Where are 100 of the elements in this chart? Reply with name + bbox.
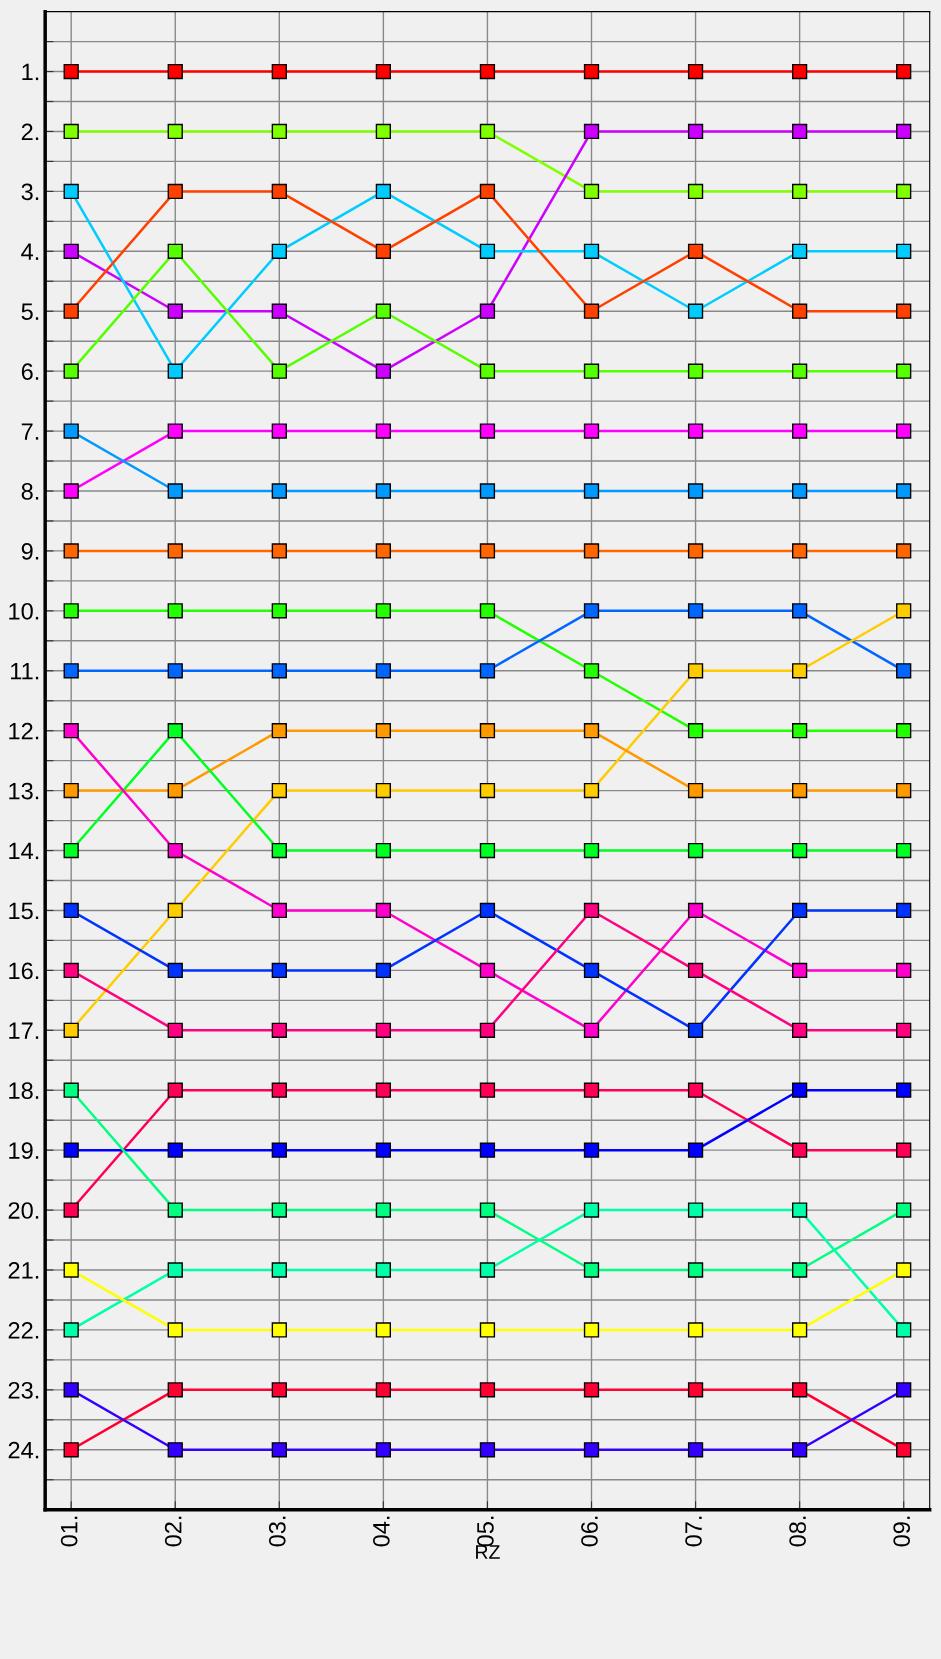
point (63, 363, 79, 379)
point (583, 842, 600, 859)
x-tick-label: 08. (789, 1516, 806, 1547)
point (271, 1262, 287, 1278)
point (791, 1142, 808, 1158)
point (687, 1382, 704, 1398)
y-tick-label: 18. (9, 1082, 39, 1100)
point (63, 842, 79, 859)
point (271, 1442, 287, 1458)
point (896, 902, 912, 919)
point (167, 1202, 183, 1218)
point (687, 1022, 704, 1038)
x-axis-title: RZ (476, 1545, 500, 1559)
point (63, 1382, 79, 1398)
point (63, 303, 79, 319)
point (271, 303, 287, 319)
point (687, 543, 704, 559)
y-tick-label: 4. (21, 243, 39, 260)
point (479, 483, 496, 499)
point (583, 423, 600, 439)
point (63, 1082, 79, 1098)
point (687, 962, 704, 979)
point (479, 1142, 496, 1158)
point (63, 243, 79, 259)
point (167, 1442, 183, 1458)
point (791, 603, 808, 619)
point (583, 1082, 600, 1098)
point (583, 303, 600, 319)
y-tick-label: 13. (9, 782, 39, 800)
point (791, 543, 808, 559)
point (479, 303, 496, 319)
point (375, 483, 392, 499)
point (583, 243, 600, 259)
point (791, 1382, 808, 1398)
point (63, 423, 79, 439)
point (63, 1202, 79, 1218)
point (583, 483, 600, 499)
point (271, 1022, 287, 1038)
point (375, 1322, 392, 1338)
point (583, 1382, 600, 1398)
point (791, 183, 808, 200)
point (167, 1262, 183, 1278)
point (791, 63, 808, 80)
point (167, 1142, 183, 1158)
point (479, 663, 496, 679)
point (896, 423, 912, 439)
point (271, 1202, 287, 1218)
point (583, 363, 600, 379)
point (896, 782, 912, 799)
point (63, 782, 79, 799)
point (479, 1322, 496, 1338)
y-tick-label: 9. (21, 542, 39, 560)
y-tick-label: 11. (11, 663, 39, 680)
point (167, 543, 183, 559)
point (896, 483, 912, 499)
point (375, 782, 392, 799)
point (63, 1322, 79, 1338)
point (167, 723, 183, 739)
point (687, 663, 704, 679)
point (687, 1082, 704, 1098)
point (375, 63, 392, 80)
point (791, 1322, 808, 1338)
point (583, 1142, 600, 1158)
point (896, 123, 912, 140)
point (896, 363, 912, 379)
point (167, 123, 183, 140)
point (583, 782, 600, 799)
point (167, 782, 183, 799)
point (583, 723, 600, 739)
y-tick-label: 7. (21, 423, 39, 440)
point (271, 1322, 287, 1338)
point (271, 363, 287, 379)
point (167, 423, 183, 439)
point (63, 1262, 79, 1278)
point (63, 1142, 79, 1158)
point (687, 63, 704, 80)
point (375, 303, 392, 319)
point (167, 183, 183, 200)
point (791, 842, 808, 859)
point (375, 1082, 392, 1098)
point (791, 1262, 808, 1278)
point (167, 363, 183, 379)
point (479, 603, 496, 619)
point (791, 1202, 808, 1218)
point (271, 543, 287, 559)
x-tick-label: 09. (893, 1516, 911, 1547)
point (687, 1442, 704, 1458)
point (896, 543, 912, 559)
point (63, 123, 79, 140)
point (896, 303, 912, 319)
y-tick-label: 19. (9, 1142, 39, 1159)
y-tick-label: 16. (9, 962, 39, 980)
point (375, 723, 392, 739)
y-tick-label: 6. (21, 363, 39, 380)
y-tick-label: 23. (8, 1381, 39, 1399)
point (167, 1322, 183, 1338)
point (896, 183, 912, 200)
point (375, 1142, 392, 1158)
point (791, 962, 808, 979)
point (375, 1382, 392, 1398)
